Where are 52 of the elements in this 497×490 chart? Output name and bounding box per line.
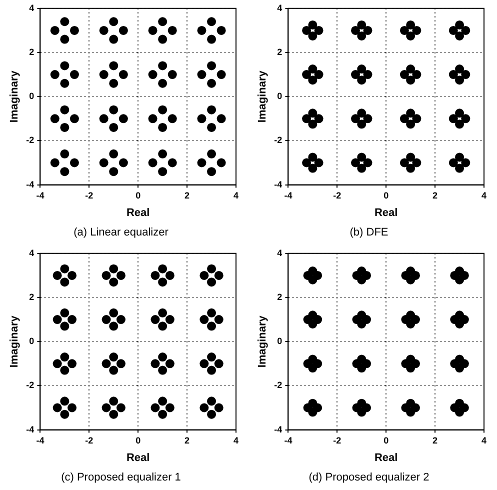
y-tick-label: 2 <box>277 46 282 57</box>
x-axis-title: Real <box>374 452 398 464</box>
y-tick-label: 0 <box>29 91 34 102</box>
x-tick-label: -4 <box>284 436 292 446</box>
text: (b) DFE <box>350 226 388 238</box>
y-axis-title: Imaginary <box>8 70 21 123</box>
y-tick-label: -2 <box>26 135 34 146</box>
x-tick-label: -2 <box>333 190 342 201</box>
x-tick-label: 2 <box>432 436 438 446</box>
x-tick-label: 0 <box>136 190 141 201</box>
y-axis-title: Imaginary <box>256 314 269 368</box>
y-tick-label: -4 <box>26 179 34 190</box>
y-tick-label: -2 <box>274 135 282 146</box>
x-tick-label: -2 <box>85 436 94 446</box>
x-tick-label: -4 <box>36 436 44 446</box>
x-tick-label: 4 <box>233 190 239 201</box>
y-axis-title: Imaginary <box>256 70 269 123</box>
x-tick-label: -4 <box>284 190 292 201</box>
y-tick-label: 2 <box>29 292 34 302</box>
y-tick-label: 0 <box>277 91 282 102</box>
x-tick-label: -2 <box>333 436 342 446</box>
x-tick-label: 0 <box>384 436 389 446</box>
x-tick-label: -2 <box>85 190 94 201</box>
x-axis-title: Real <box>126 207 150 220</box>
y-tick-label: 2 <box>29 46 34 57</box>
x-tick-label: 0 <box>136 436 141 446</box>
y-tick-label: -4 <box>26 424 34 434</box>
y-tick-label: -2 <box>274 380 282 390</box>
x-tick-label: -4 <box>36 190 44 201</box>
y-tick-label: 4 <box>29 248 34 258</box>
x-tick-label: 2 <box>432 190 438 201</box>
x-tick-label: 2 <box>184 190 190 201</box>
y-tick-label: -2 <box>26 380 34 390</box>
y-tick-label: 4 <box>277 2 282 13</box>
text: (c) Proposed equalizer 1 <box>61 471 181 484</box>
x-tick-label: 2 <box>184 436 190 446</box>
y-tick-label: 2 <box>277 292 282 302</box>
text: (d) Proposed equalizer 2 <box>308 471 430 484</box>
x-tick-label: 0 <box>384 190 389 201</box>
y-tick-label: 0 <box>277 336 282 346</box>
y-axis-title: Imaginary <box>8 314 21 368</box>
x-axis-title: Real <box>374 207 398 220</box>
y-tick-label: -4 <box>274 424 282 434</box>
text: (a) Linear equalizer <box>74 226 169 238</box>
y-tick-label: 0 <box>29 336 34 346</box>
x-tick-label: 4 <box>233 436 239 446</box>
x-tick-label: 4 <box>481 436 487 446</box>
y-tick-label: -4 <box>274 179 282 190</box>
y-tick-label: 4 <box>277 248 282 258</box>
x-tick-label: 4 <box>481 190 487 201</box>
y-tick-label: 4 <box>29 2 34 13</box>
x-axis-title: Real <box>126 452 150 464</box>
